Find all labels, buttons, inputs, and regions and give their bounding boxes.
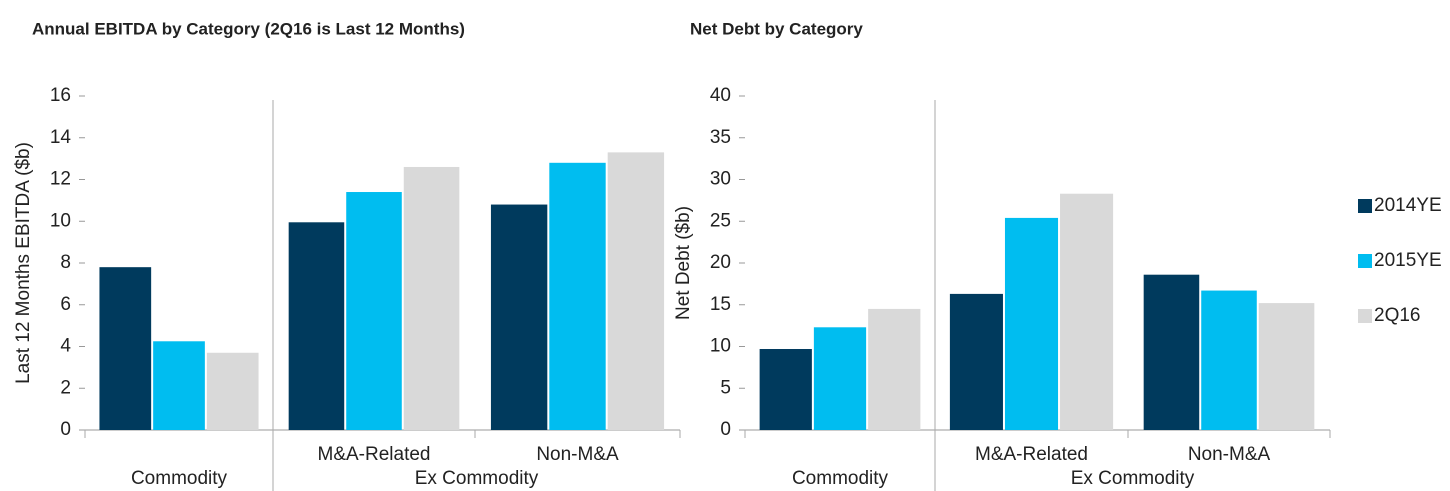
y-tick-label: 16 xyxy=(50,85,71,106)
category-group-label: Commodity xyxy=(131,468,228,489)
bar xyxy=(868,308,921,430)
y-tick-label: 40 xyxy=(710,85,731,106)
y-tick-label: 0 xyxy=(60,419,71,440)
bar xyxy=(403,166,460,430)
y-tick-label: 30 xyxy=(710,169,731,190)
bar xyxy=(346,192,402,430)
bar xyxy=(759,349,812,430)
y-tick-label: 12 xyxy=(50,169,71,190)
y-tick-label: 20 xyxy=(710,252,731,273)
bar xyxy=(153,341,205,430)
legend-swatch xyxy=(1358,309,1372,323)
bar xyxy=(813,327,867,430)
x-tick-label: M&A-Related xyxy=(318,444,431,465)
x-tick-label: Non-M&A xyxy=(1188,444,1271,465)
category-group-label: Commodity xyxy=(792,468,889,489)
y-tick-label: 8 xyxy=(60,252,71,273)
legend-swatch xyxy=(1358,254,1372,268)
y-tick-label: 2 xyxy=(60,377,71,398)
y-axis-label: Net Debt ($b) xyxy=(673,206,694,320)
bar xyxy=(1201,290,1257,430)
chart-title: Net Debt by Category xyxy=(690,19,863,38)
bar xyxy=(490,204,548,430)
legend-label: 2Q16 xyxy=(1374,305,1420,326)
legend-label: 2014YE xyxy=(1374,195,1442,216)
y-tick-label: 6 xyxy=(60,294,71,315)
bar xyxy=(288,222,345,430)
bar xyxy=(549,162,606,431)
y-tick-label: 10 xyxy=(710,336,731,357)
bar xyxy=(206,352,259,430)
legend-swatch xyxy=(1358,199,1372,213)
bar xyxy=(1258,303,1315,430)
bar xyxy=(1143,274,1200,430)
bar xyxy=(607,152,665,431)
bar xyxy=(99,267,152,430)
category-group-label: Ex Commodity xyxy=(415,468,539,489)
bar xyxy=(1004,217,1059,430)
y-tick-label: 15 xyxy=(710,294,731,315)
y-tick-label: 4 xyxy=(60,336,71,357)
bar xyxy=(949,293,1003,430)
chart-title: Annual EBITDA by Category (2Q16 is Last … xyxy=(32,19,465,38)
y-tick-label: 14 xyxy=(50,127,72,148)
bar xyxy=(1060,193,1114,430)
y-axis-label: Last 12 Months EBITDA ($b) xyxy=(13,142,34,384)
y-tick-label: 25 xyxy=(710,210,731,231)
legend-label: 2015YE xyxy=(1374,250,1442,271)
y-tick-label: 0 xyxy=(720,419,731,440)
x-tick-label: Non-M&A xyxy=(536,444,619,465)
y-tick-label: 10 xyxy=(50,210,71,231)
y-tick-label: 35 xyxy=(710,127,731,148)
x-tick-label: M&A-Related xyxy=(975,444,1088,465)
y-tick-label: 5 xyxy=(720,377,731,398)
category-group-label: Ex Commodity xyxy=(1071,468,1195,489)
